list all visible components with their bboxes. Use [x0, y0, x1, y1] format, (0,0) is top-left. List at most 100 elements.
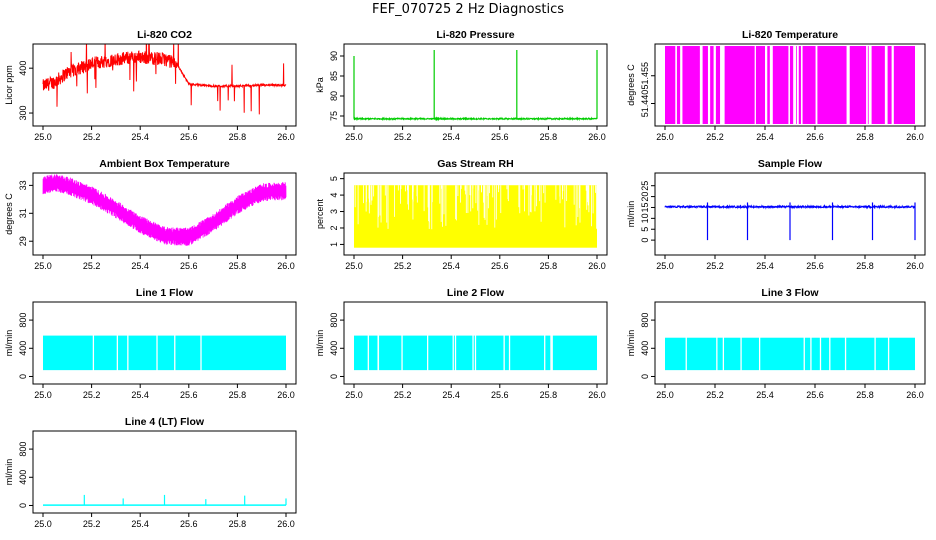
y-tick-label: 0	[329, 374, 339, 379]
x-tick-label: 25.0	[34, 132, 52, 142]
x-tick-label: 25.4	[442, 132, 460, 142]
x-tick-label: 25.6	[491, 132, 509, 142]
x-tick-label: 25.2	[394, 261, 412, 271]
x-tick-label: 26.0	[277, 261, 295, 271]
x-tick-label: 25.8	[229, 261, 247, 271]
y-tick-label: 5	[329, 176, 339, 181]
y-tick-label: 800	[18, 313, 28, 328]
y-tick-label: 29	[18, 236, 28, 246]
x-tick-label: 25.4	[131, 390, 149, 400]
data-series	[664, 202, 916, 241]
x-tick-label: 25.6	[180, 261, 198, 271]
y-tick-label: 1	[329, 242, 339, 247]
plot-frame	[343, 301, 608, 385]
y-tick-label: 2	[329, 225, 339, 230]
chart-panel-4: Ambient Box Temperature degrees C 25.0 25.2…	[4, 158, 297, 271]
chart-title: Line 4 (LT) Flow	[125, 416, 205, 428]
y-tick-label: 51.440	[640, 90, 650, 118]
temperature-band	[665, 46, 915, 124]
x-tick-label: 25.6	[180, 519, 198, 529]
y-axis-label: ml/min	[4, 330, 14, 357]
y-tick-label: 20	[640, 192, 650, 202]
chart-panel-3: Li-820 Temperature degrees C 25.0 25.2 25.4 2…	[626, 29, 926, 142]
y-axis-label: Licor ppm	[4, 65, 14, 105]
x-tick-label: 26.0	[588, 261, 606, 271]
chart-title: Sample Flow	[758, 158, 823, 170]
x-tick-label: 25.0	[656, 261, 674, 271]
x-tick-label: 25.0	[345, 261, 363, 271]
flow-band	[43, 335, 286, 371]
x-tick-label: 26.0	[906, 390, 924, 400]
y-tick-label: 400	[329, 341, 339, 356]
x-tick-label: 25.2	[706, 261, 724, 271]
y-tick-label: 400	[18, 341, 28, 356]
x-tick-label: 25.6	[491, 390, 509, 400]
y-tick-label: 400	[18, 470, 28, 485]
plot-frame	[32, 43, 297, 127]
x-tick-label: 25.2	[83, 519, 101, 529]
chart-title: Line 2 Flow	[447, 287, 505, 299]
y-tick-label: 0	[18, 374, 28, 379]
x-tick-label: 25.4	[442, 390, 460, 400]
y-tick-label: 5	[640, 227, 650, 232]
y-tick-label: 51.455	[640, 62, 650, 90]
x-tick-label: 26.0	[588, 390, 606, 400]
y-axis-label: percent	[315, 198, 325, 229]
x-tick-label: 25.8	[229, 390, 247, 400]
data-series	[42, 44, 287, 115]
series-line	[353, 116, 598, 122]
x-tick-label: 25.8	[229, 519, 247, 529]
chart-title: Li-820 Temperature	[742, 29, 838, 41]
y-tick-label: 85	[329, 71, 339, 81]
flow-band	[665, 337, 915, 371]
data-series	[43, 494, 287, 506]
plot-frame	[654, 43, 926, 127]
data-series	[43, 334, 286, 372]
x-tick-label: 25.2	[706, 390, 724, 400]
x-tick-label: 25.8	[856, 390, 874, 400]
chart-panel-9: Line 3 Flow ml/min 25.0 25.2 25.4 25.6 25.8 26.…	[626, 287, 926, 400]
x-tick-label: 25.0	[656, 132, 674, 142]
chart-title: Li-820 Pressure	[436, 29, 514, 41]
x-tick-label: 25.4	[756, 390, 774, 400]
y-axis-label: ml/min	[626, 201, 636, 228]
data-series	[665, 44, 915, 126]
y-tick-label: 800	[329, 313, 339, 328]
plot-frame	[654, 172, 926, 256]
chart-title: Gas Stream RH	[437, 158, 513, 170]
x-tick-label: 25.2	[706, 132, 724, 142]
chart-panel-5: Gas Stream RH percent 25.0 25.2 25.4 25.6 25.8…	[315, 158, 608, 271]
x-tick-label: 25.4	[131, 261, 149, 271]
plot-frame	[343, 43, 608, 127]
chart-panel-10: Line 4 (LT) Flow ml/min 25.0 25.2 25.4 25.6 25…	[4, 416, 297, 529]
y-tick-label: 15	[640, 202, 650, 212]
chart-panel-1: Li-820 CO2 Licor ppm 25.0 25.2 25.4 25.6 25.8 2…	[4, 29, 297, 142]
x-tick-label: 25.6	[180, 390, 198, 400]
y-tick-label: 300	[18, 106, 28, 121]
y-axis-label: ml/min	[4, 459, 14, 486]
y-tick-label: 10	[640, 213, 650, 223]
x-tick-label: 25.0	[345, 132, 363, 142]
x-tick-label: 26.0	[906, 261, 924, 271]
y-tick-label: 4	[329, 193, 339, 198]
plot-frame	[32, 172, 297, 256]
x-tick-label: 26.0	[277, 390, 295, 400]
x-tick-label: 25.2	[83, 261, 101, 271]
x-tick-label: 25.2	[83, 390, 101, 400]
x-tick-label: 25.6	[806, 390, 824, 400]
x-tick-label: 25.4	[131, 519, 149, 529]
x-tick-label: 25.0	[34, 390, 52, 400]
data-series	[665, 336, 915, 372]
data-series	[354, 185, 597, 248]
x-tick-label: 25.4	[756, 132, 774, 142]
data-series	[353, 50, 598, 122]
x-tick-label: 25.6	[806, 132, 824, 142]
y-tick-label: 400	[640, 341, 650, 356]
plot-frame	[343, 172, 608, 256]
x-tick-label: 25.8	[856, 132, 874, 142]
series-line	[42, 174, 287, 247]
x-tick-label: 25.6	[180, 132, 198, 142]
y-tick-label: 400	[18, 61, 28, 76]
y-tick-label: 0	[640, 238, 650, 243]
